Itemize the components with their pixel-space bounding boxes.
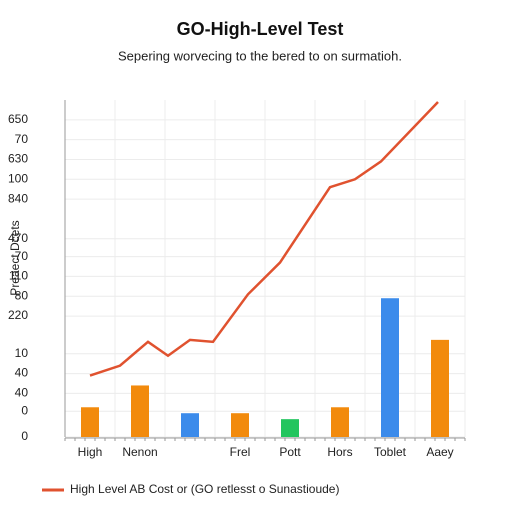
y-tick-label: 100 <box>8 171 28 185</box>
y-tick-label: 0 <box>21 403 28 417</box>
y-tick-label: 70 <box>15 132 29 146</box>
bar <box>331 407 349 437</box>
y-tick-label: 110 <box>9 269 28 283</box>
bar <box>281 419 299 437</box>
y-tick-label: 470 <box>8 231 28 245</box>
y-tick-label: 40 <box>15 366 29 380</box>
bar <box>381 298 399 437</box>
y-tick-label: 80 <box>15 288 29 302</box>
y-tick-label: 650 <box>8 112 28 126</box>
y-tick-label: 10 <box>15 346 29 360</box>
bar <box>431 339 449 437</box>
y-tick-label: 0 <box>21 429 28 443</box>
bar <box>181 413 199 437</box>
x-tick-label: Nenon <box>122 445 157 459</box>
x-tick-label: Aaey <box>426 445 453 459</box>
chart-subtitle: Sepering worvecing to the bered to on su… <box>118 48 402 63</box>
bar <box>231 413 249 437</box>
line <box>89 101 439 377</box>
y-tick-label: 840 <box>8 191 28 205</box>
bar <box>131 385 149 437</box>
x-tick-label: Toblet <box>374 445 407 459</box>
y-tick-label: 40 <box>15 386 29 400</box>
y-tick-label: 70 <box>15 249 29 263</box>
x-tick-label: Hors <box>327 445 352 459</box>
y-axis-label: Preaect Dcets <box>8 220 22 295</box>
x-tick-label: Frel <box>230 445 251 459</box>
y-tick-label: 630 <box>8 152 28 166</box>
legend-label: High Level AB Cost or (GO retlesst o Sun… <box>70 482 339 496</box>
x-tick-label: Pott <box>279 445 301 459</box>
y-tick-label: 220 <box>8 308 28 322</box>
bar <box>81 407 99 437</box>
x-tick-label: High <box>78 445 103 459</box>
chart-title: GO-High-Level Test <box>177 19 344 39</box>
